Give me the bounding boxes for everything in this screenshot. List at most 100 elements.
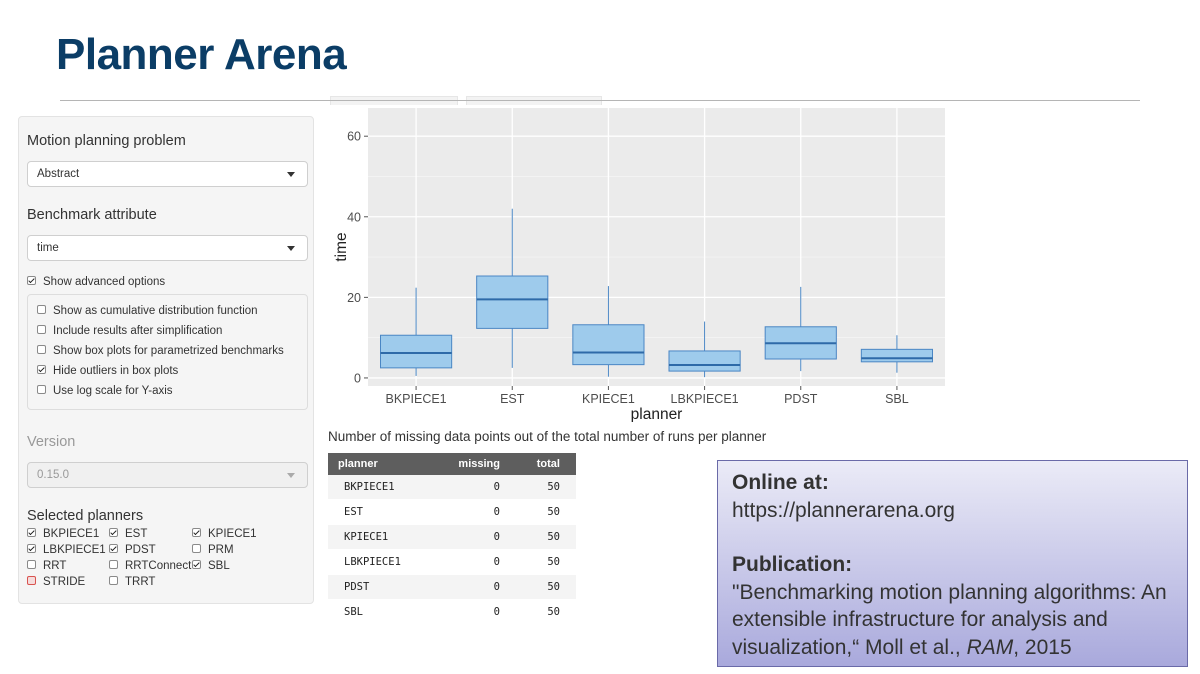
info-box: Online at: https://plannerarena.org Publ… xyxy=(717,460,1188,667)
table-row: PDST 0 50 xyxy=(328,574,576,600)
advanced-option-log-scale[interactable]: Use log scale for Y-axis xyxy=(37,385,173,397)
checkbox-icon[interactable] xyxy=(192,544,201,554)
planner-checkbox-stride[interactable]: STRIDE xyxy=(27,576,85,588)
planner-checkbox-rrtconnect[interactable]: RRTConnect xyxy=(109,560,191,572)
x-tick-label: LBKPIECE1 xyxy=(671,392,739,406)
checkbox-icon[interactable] xyxy=(27,528,36,538)
publication-heading: Publication: xyxy=(732,553,853,576)
column-header[interactable]: total xyxy=(514,453,576,475)
attribute-select[interactable]: time xyxy=(27,235,308,261)
column-header[interactable]: missing xyxy=(438,453,514,475)
table-row: EST 0 50 xyxy=(328,499,576,525)
chevron-down-icon xyxy=(287,172,295,177)
boxplot-chart: 0 20 40 60 BKPIECE1 EST KPIECE1 LBKPIECE1 PDST SB… xyxy=(325,104,955,423)
problem-select[interactable]: Abstract xyxy=(27,161,308,187)
checkbox-icon[interactable] xyxy=(27,560,36,570)
advanced-option-parametrized[interactable]: Show box plots for parametrized benchmar… xyxy=(37,345,284,357)
chevron-down-icon xyxy=(287,246,295,251)
advanced-option-label: Use log scale for Y-axis xyxy=(53,385,173,397)
table-cell: 0 xyxy=(438,524,514,550)
table-cell: KPIECE1 xyxy=(328,524,438,550)
checkbox-icon[interactable] xyxy=(192,528,201,538)
planner-label: PDST xyxy=(125,544,156,556)
x-axis-label: planner xyxy=(631,406,683,422)
planner-checkbox-prm[interactable]: PRM xyxy=(192,544,234,556)
checkbox-icon[interactable] xyxy=(27,544,36,554)
table-cell: 0 xyxy=(438,599,514,625)
advanced-option-label: Show box plots for parametrized benchmar… xyxy=(53,345,284,357)
checkbox-icon[interactable] xyxy=(109,560,118,570)
table-cell: SBL xyxy=(328,599,438,625)
version-select-value: 0.15.0 xyxy=(37,469,69,481)
planner-label: KPIECE1 xyxy=(208,528,257,540)
x-tick-label: EST xyxy=(500,392,525,406)
advanced-option-simplification[interactable]: Include results after simplification xyxy=(37,325,222,337)
checkbox-icon[interactable] xyxy=(27,576,36,586)
checkbox-icon[interactable] xyxy=(37,365,46,375)
checkbox-icon[interactable] xyxy=(37,345,46,355)
planner-checkbox-kpiece1[interactable]: KPIECE1 xyxy=(192,528,257,540)
attribute-label: Benchmark attribute xyxy=(27,207,157,223)
table-cell: 50 xyxy=(514,574,576,600)
planner-checkbox-lbkpiece1[interactable]: LBKPIECE1 xyxy=(27,544,106,556)
table-cell: BKPIECE1 xyxy=(328,475,438,500)
title-divider xyxy=(60,100,1140,101)
checkbox-icon[interactable] xyxy=(37,385,46,395)
table-cell: 0 xyxy=(438,574,514,600)
online-url[interactable]: https://plannerarena.org xyxy=(732,498,955,522)
checkbox-icon[interactable] xyxy=(109,544,118,554)
x-tick-label: SBL xyxy=(885,392,909,406)
y-axis-label: time xyxy=(333,232,350,261)
table-cell: 50 xyxy=(514,499,576,525)
table-cell: 0 xyxy=(438,475,514,500)
checkbox-icon[interactable] xyxy=(37,325,46,335)
plot-panel xyxy=(368,108,945,386)
advanced-option-cdf[interactable]: Show as cumulative distribution function xyxy=(37,305,258,317)
slide-title: Planner Arena xyxy=(56,30,347,79)
box xyxy=(380,334,453,369)
y-tick-label: 40 xyxy=(347,210,361,224)
checkbox-icon[interactable] xyxy=(37,305,46,315)
table-row: KPIECE1 0 50 xyxy=(328,524,576,550)
planner-label: PRM xyxy=(208,544,234,556)
box xyxy=(476,275,549,329)
table-cell: LBKPIECE1 xyxy=(328,549,438,575)
box xyxy=(860,348,933,363)
boxplot-svg: 0 20 40 60 BKPIECE1 EST KPIECE1 LBKPIECE1 PDST SB… xyxy=(333,108,945,423)
checkbox-icon[interactable] xyxy=(27,276,36,286)
advanced-options-panel: Show as cumulative distribution function… xyxy=(27,294,308,410)
planner-checkbox-rrt[interactable]: RRT xyxy=(27,560,66,572)
planner-checkbox-pdst[interactable]: PDST xyxy=(109,544,156,556)
planner-checkbox-est[interactable]: EST xyxy=(109,528,147,540)
planner-checkbox-trrt[interactable]: TRRT xyxy=(109,576,155,588)
checkbox-icon[interactable] xyxy=(109,528,118,538)
table-header-row: planner missing total xyxy=(328,453,576,475)
spacer xyxy=(732,524,1175,551)
publication-year: , 2015 xyxy=(1013,635,1072,659)
problem-select-value: Abstract xyxy=(37,168,80,180)
version-select[interactable]: 0.15.0 xyxy=(27,462,308,488)
journal-name: RAM xyxy=(966,635,1014,659)
planner-checkbox-bkpiece1[interactable]: BKPIECE1 xyxy=(27,528,99,540)
missing-data-table: planner missing total BKPIECE1 0 50 EST 0 50… xyxy=(328,453,576,625)
x-tick-label: KPIECE1 xyxy=(582,392,635,406)
advanced-option-label: Include results after simplification xyxy=(53,325,223,337)
show-advanced-checkbox[interactable]: Show advanced options xyxy=(27,276,165,288)
table-row: BKPIECE1 0 50 xyxy=(328,475,576,500)
planners-label: Selected planners xyxy=(27,508,144,524)
column-header[interactable]: planner xyxy=(328,453,438,475)
advanced-option-label: Show as cumulative distribution function xyxy=(53,305,258,317)
table-cell: EST xyxy=(328,499,438,525)
table-cell: 0 xyxy=(438,549,514,575)
planner-checkbox-sbl[interactable]: SBL xyxy=(192,560,230,572)
advanced-option-label: Hide outliers in box plots xyxy=(53,365,179,377)
checkbox-icon[interactable] xyxy=(109,576,118,586)
attribute-select-value: time xyxy=(37,242,59,254)
table-cell: 0 xyxy=(438,499,514,525)
show-advanced-label: Show advanced options xyxy=(43,276,166,288)
table-cell: 50 xyxy=(514,549,576,575)
checkbox-icon[interactable] xyxy=(192,560,201,570)
advanced-option-hide-outliers[interactable]: Hide outliers in box plots xyxy=(37,365,178,377)
planner-label: RRTConnect xyxy=(125,560,192,572)
table-cell: PDST xyxy=(328,574,438,600)
